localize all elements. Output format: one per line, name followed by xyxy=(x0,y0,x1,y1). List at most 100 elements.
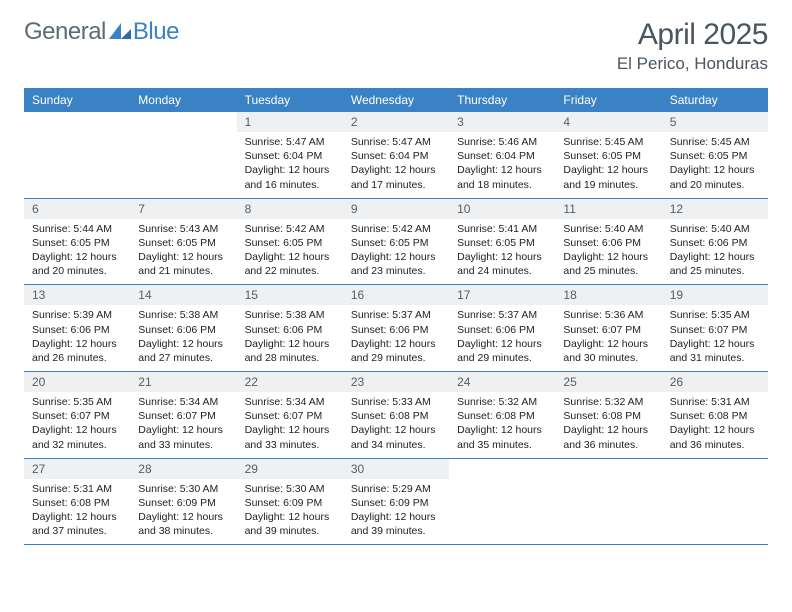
day-line: and 39 minutes. xyxy=(245,524,335,538)
day-line: Sunset: 6:07 PM xyxy=(245,409,335,423)
day-number-cell: 27 xyxy=(24,458,130,479)
day-number-cell: 9 xyxy=(343,198,449,219)
weekday-header: Thursday xyxy=(449,88,555,112)
day-line: Sunset: 6:06 PM xyxy=(32,323,122,337)
day-line: Daylight: 12 hours xyxy=(351,510,441,524)
day-content-cell: Sunrise: 5:40 AMSunset: 6:06 PMDaylight:… xyxy=(555,219,661,285)
day-content-cell xyxy=(662,479,768,545)
day-number-cell: 15 xyxy=(237,285,343,306)
day-line: Daylight: 12 hours xyxy=(563,163,653,177)
day-line: Sunrise: 5:33 AM xyxy=(351,395,441,409)
day-line: and 33 minutes. xyxy=(138,438,228,452)
day-content-cell: Sunrise: 5:46 AMSunset: 6:04 PMDaylight:… xyxy=(449,132,555,198)
day-line: Daylight: 12 hours xyxy=(351,250,441,264)
day-content-cell: Sunrise: 5:32 AMSunset: 6:08 PMDaylight:… xyxy=(555,392,661,458)
calendar-page: General Blue April 2025 El Perico, Hondu… xyxy=(0,0,792,563)
day-line: Sunrise: 5:38 AM xyxy=(138,308,228,322)
title-block: April 2025 El Perico, Honduras xyxy=(617,18,768,74)
day-line: Sunrise: 5:36 AM xyxy=(563,308,653,322)
day-number-row: 12345 xyxy=(24,112,768,132)
day-content-cell: Sunrise: 5:40 AMSunset: 6:06 PMDaylight:… xyxy=(662,219,768,285)
day-line: Daylight: 12 hours xyxy=(670,250,760,264)
day-line: Sunrise: 5:32 AM xyxy=(457,395,547,409)
day-line: Sunrise: 5:37 AM xyxy=(351,308,441,322)
day-content-cell: Sunrise: 5:32 AMSunset: 6:08 PMDaylight:… xyxy=(449,392,555,458)
day-number-cell: 10 xyxy=(449,198,555,219)
day-content-cell: Sunrise: 5:34 AMSunset: 6:07 PMDaylight:… xyxy=(130,392,236,458)
day-number-cell xyxy=(449,458,555,479)
day-number-cell: 26 xyxy=(662,372,768,393)
month-title: April 2025 xyxy=(617,18,768,52)
day-number-cell: 14 xyxy=(130,285,236,306)
day-line: Daylight: 12 hours xyxy=(351,337,441,351)
day-number-cell xyxy=(662,458,768,479)
weekday-header-row: SundayMondayTuesdayWednesdayThursdayFrid… xyxy=(24,88,768,112)
day-line: Daylight: 12 hours xyxy=(670,163,760,177)
day-line: and 29 minutes. xyxy=(351,351,441,365)
day-line: Sunrise: 5:40 AM xyxy=(670,222,760,236)
day-line: Sunset: 6:07 PM xyxy=(670,323,760,337)
day-number-cell: 19 xyxy=(662,285,768,306)
day-line: Sunset: 6:06 PM xyxy=(457,323,547,337)
day-line: Sunrise: 5:42 AM xyxy=(351,222,441,236)
day-line: and 28 minutes. xyxy=(245,351,335,365)
day-line: and 17 minutes. xyxy=(351,178,441,192)
day-content-cell: Sunrise: 5:31 AMSunset: 6:08 PMDaylight:… xyxy=(24,479,130,545)
day-content-cell: Sunrise: 5:38 AMSunset: 6:06 PMDaylight:… xyxy=(237,305,343,371)
day-content-cell: Sunrise: 5:37 AMSunset: 6:06 PMDaylight:… xyxy=(343,305,449,371)
day-line: Sunrise: 5:43 AM xyxy=(138,222,228,236)
day-line: Daylight: 12 hours xyxy=(245,250,335,264)
day-line: Sunset: 6:06 PM xyxy=(351,323,441,337)
day-number-cell: 24 xyxy=(449,372,555,393)
day-content-cell: Sunrise: 5:45 AMSunset: 6:05 PMDaylight:… xyxy=(662,132,768,198)
calendar-table: SundayMondayTuesdayWednesdayThursdayFrid… xyxy=(24,88,768,545)
day-content-cell: Sunrise: 5:44 AMSunset: 6:05 PMDaylight:… xyxy=(24,219,130,285)
day-line: Sunset: 6:07 PM xyxy=(563,323,653,337)
day-line: and 27 minutes. xyxy=(138,351,228,365)
day-line: Sunset: 6:08 PM xyxy=(563,409,653,423)
day-line: and 25 minutes. xyxy=(670,264,760,278)
day-line: and 38 minutes. xyxy=(138,524,228,538)
day-content-cell: Sunrise: 5:29 AMSunset: 6:09 PMDaylight:… xyxy=(343,479,449,545)
day-line: Sunset: 6:09 PM xyxy=(351,496,441,510)
day-number-cell: 5 xyxy=(662,112,768,132)
day-line: Daylight: 12 hours xyxy=(138,337,228,351)
day-line: Sunrise: 5:45 AM xyxy=(670,135,760,149)
day-content-cell: Sunrise: 5:45 AMSunset: 6:05 PMDaylight:… xyxy=(555,132,661,198)
weekday-header: Tuesday xyxy=(237,88,343,112)
weekday-header: Friday xyxy=(555,88,661,112)
day-content-row: Sunrise: 5:39 AMSunset: 6:06 PMDaylight:… xyxy=(24,305,768,371)
day-line: Sunrise: 5:32 AM xyxy=(563,395,653,409)
day-content-cell: Sunrise: 5:31 AMSunset: 6:08 PMDaylight:… xyxy=(662,392,768,458)
weekday-header: Sunday xyxy=(24,88,130,112)
day-number-cell: 12 xyxy=(662,198,768,219)
day-line: Daylight: 12 hours xyxy=(32,510,122,524)
day-line: Daylight: 12 hours xyxy=(32,337,122,351)
weekday-header: Monday xyxy=(130,88,236,112)
day-number-cell: 22 xyxy=(237,372,343,393)
day-line: Daylight: 12 hours xyxy=(563,250,653,264)
day-content-cell: Sunrise: 5:30 AMSunset: 6:09 PMDaylight:… xyxy=(237,479,343,545)
day-content-cell xyxy=(130,132,236,198)
day-line: Daylight: 12 hours xyxy=(351,163,441,177)
day-number-cell: 20 xyxy=(24,372,130,393)
day-line: and 31 minutes. xyxy=(670,351,760,365)
day-content-cell: Sunrise: 5:34 AMSunset: 6:07 PMDaylight:… xyxy=(237,392,343,458)
day-line: and 36 minutes. xyxy=(563,438,653,452)
day-number-cell: 23 xyxy=(343,372,449,393)
day-line: and 22 minutes. xyxy=(245,264,335,278)
day-line: and 19 minutes. xyxy=(563,178,653,192)
day-line: and 32 minutes. xyxy=(32,438,122,452)
day-line: and 18 minutes. xyxy=(457,178,547,192)
day-line: Daylight: 12 hours xyxy=(32,250,122,264)
day-line: Sunset: 6:05 PM xyxy=(670,149,760,163)
day-content-cell: Sunrise: 5:41 AMSunset: 6:05 PMDaylight:… xyxy=(449,219,555,285)
day-line: and 16 minutes. xyxy=(245,178,335,192)
day-line: Daylight: 12 hours xyxy=(245,163,335,177)
day-number-cell: 29 xyxy=(237,458,343,479)
day-line: Sunrise: 5:42 AM xyxy=(245,222,335,236)
day-line: Daylight: 12 hours xyxy=(563,337,653,351)
day-content-row: Sunrise: 5:35 AMSunset: 6:07 PMDaylight:… xyxy=(24,392,768,458)
day-line: Daylight: 12 hours xyxy=(245,423,335,437)
day-content-row: Sunrise: 5:44 AMSunset: 6:05 PMDaylight:… xyxy=(24,219,768,285)
